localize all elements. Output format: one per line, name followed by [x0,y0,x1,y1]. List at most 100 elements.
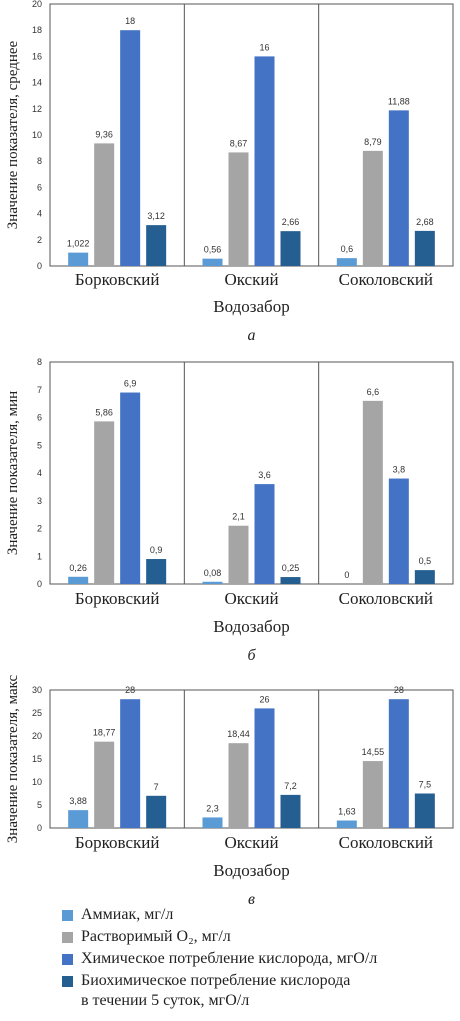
bar-cod [254,56,275,267]
data-label-ammonia: 0,56 [204,245,222,255]
bar-bod5 [146,795,167,828]
data-label-cod: 16 [259,42,269,52]
x-category-label: Борковский [75,833,160,852]
x-category-label: Окский [224,833,278,852]
legend-swatch-dissolved-oxygen [62,932,73,943]
y-tick-label: 10 [32,777,42,787]
data-label-bod5: 2,68 [416,217,434,227]
bar-ammonia [68,810,89,828]
bar-ammonia [68,576,89,584]
panel-letter: в [248,891,255,908]
y-tick-label: 5 [37,440,42,450]
y-tick-label: 30 [32,685,42,695]
data-label-ammonia: 0,6 [341,244,354,254]
x-axis-title: Водозабор [213,617,289,636]
data-label-dissolved-oxygen: 8,79 [364,137,382,147]
bar-bod5 [146,559,167,584]
bar-bod5 [414,230,435,266]
x-category-label: Соколовский [339,589,433,608]
y-axis-title: Значение показателя, мин [5,391,21,555]
data-label-cod: 3,6 [258,470,271,480]
legend: Аммиак, мг/л Растворимый O₂, мг/л Химиче… [62,905,457,1013]
bar-dissolved-oxygen [362,761,383,828]
data-label-bod5: 7 [154,782,159,792]
y-tick-label: 2 [37,235,42,245]
data-label-ammonia: 2,3 [206,803,219,813]
legend-label-bod5: Биохимическое потребление кислорода в те… [81,972,351,1009]
plot-frame [49,3,454,267]
y-tick-label: 0 [37,823,42,833]
bar-bod5 [280,794,301,828]
bar-ammonia [202,817,223,828]
panel-letter: а [248,327,256,344]
data-label-cod: 28 [394,685,404,695]
data-label-bod5: 0,25 [282,563,300,573]
y-tick-label: 20 [32,731,42,741]
chart-panel-2: 0 1 2 3 4 5 6 7 8 0,26 5,86 6,9 0,9 Борковский 0,08 2,1… [5,357,454,664]
x-axis-title: Водозабор [213,297,289,316]
y-tick-label: 18 [32,25,42,35]
data-label-ammonia: 0,08 [204,568,222,578]
bar-dissolved-oxygen [94,741,115,828]
legend-label-ammonia: Аммиак, мг/л [81,906,174,923]
x-category-label: Соколовский [339,270,433,289]
data-label-bod5: 0,9 [150,545,163,555]
bar-cod [120,392,141,584]
bar-cod [388,699,409,828]
y-tick-label: 16 [32,51,42,61]
bar-bod5 [280,231,301,266]
bar-dissolved-oxygen [228,743,249,828]
data-label-ammonia: 0 [344,570,349,580]
data-label-cod: 26 [259,694,269,704]
bar-bod5 [146,225,167,266]
bar-cod [388,110,409,266]
data-label-cod: 3,8 [393,465,406,475]
bar-dissolved-oxygen [228,152,249,266]
bar-dissolved-oxygen [362,400,383,584]
bar-dissolved-oxygen [362,150,383,266]
bar-ammonia [336,820,357,828]
y-tick-label: 2 [37,524,42,534]
y-tick-label: 5 [37,800,42,810]
y-tick-label: 14 [32,78,42,88]
legend-item-dissolved-oxygen: Растворимый O₂, мг/л [62,927,457,947]
bar-dissolved-oxygen [94,143,115,266]
bar-bod5 [414,570,435,584]
y-tick-label: 20 [32,0,42,9]
bar-cod [254,708,275,828]
data-label-dissolved-oxygen: 14,55 [362,747,385,757]
legend-item-bod5: Биохимическое потребление кислорода в те… [62,971,457,1011]
data-label-cod: 6,9 [124,379,137,389]
bar-cod [388,478,409,584]
y-tick-label: 6 [37,413,42,423]
y-tick-label: 7 [37,385,42,395]
bar-ammonia [336,258,357,266]
bar-ammonia [68,252,89,266]
bar-dissolved-oxygen [228,525,249,584]
data-label-dissolved-oxygen: 8,67 [230,138,248,148]
data-label-ammonia: 1,63 [338,807,356,817]
legend-swatch-ammonia [62,910,73,921]
y-tick-label: 15 [32,754,42,764]
x-category-label: Окский [224,270,278,289]
y-tick-label: 0 [37,579,42,589]
y-tick-label: 6 [37,182,42,192]
data-label-cod: 18 [125,16,135,26]
y-axis-title: Значение показателя, макс [5,674,21,843]
data-label-cod: 28 [125,685,135,695]
y-tick-label: 1 [37,551,42,561]
data-label-dissolved-oxygen: 9,36 [95,129,113,139]
bar-cod [120,699,141,828]
legend-swatch-cod [62,954,73,965]
x-category-label: Окский [224,589,278,608]
x-category-label: Соколовский [339,833,433,852]
data-label-dissolved-oxygen: 18,77 [93,728,116,738]
bar-ammonia [202,581,223,584]
chart-panel-1: 0 2 4 6 8 10 12 14 16 18 20 1,022 9,36 18 3,12 Борковск… [5,0,454,344]
y-tick-label: 8 [37,156,42,166]
data-label-ammonia: 0,26 [69,563,87,573]
data-label-dissolved-oxygen: 18,44 [227,729,250,739]
bar-cod [254,484,275,584]
y-tick-label: 25 [32,708,42,718]
